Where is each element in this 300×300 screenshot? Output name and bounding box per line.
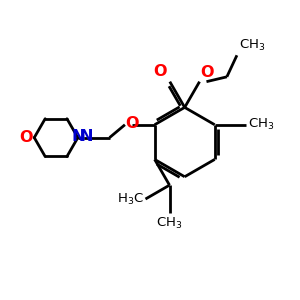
Text: CH$_3$: CH$_3$ xyxy=(239,38,265,53)
Text: N: N xyxy=(71,129,85,144)
Text: H$_3$C: H$_3$C xyxy=(117,191,143,207)
Text: O: O xyxy=(153,64,167,79)
Text: CH$_3$: CH$_3$ xyxy=(248,117,275,132)
Text: O: O xyxy=(125,116,139,131)
Text: N: N xyxy=(80,129,93,144)
Text: O: O xyxy=(19,130,32,145)
Text: CH$_3$: CH$_3$ xyxy=(156,216,183,231)
Text: O: O xyxy=(200,65,214,80)
